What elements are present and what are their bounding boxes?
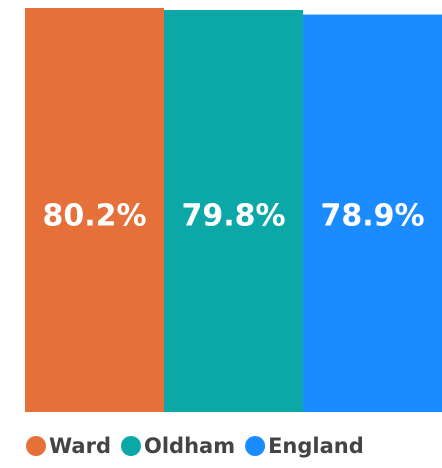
legend-label: England — [268, 434, 364, 458]
bar — [25, 8, 164, 412]
legend-marker — [26, 436, 46, 456]
value-label: 80.2% — [42, 199, 146, 234]
legend-marker — [245, 436, 266, 456]
legend-label: Ward — [49, 434, 111, 458]
bar — [164, 10, 303, 413]
value-label: 79.8% — [181, 199, 285, 234]
legend-label: Oldham — [144, 434, 235, 458]
value-label: 78.9% — [320, 199, 424, 234]
legend-marker — [120, 436, 141, 456]
bar — [303, 14, 442, 413]
